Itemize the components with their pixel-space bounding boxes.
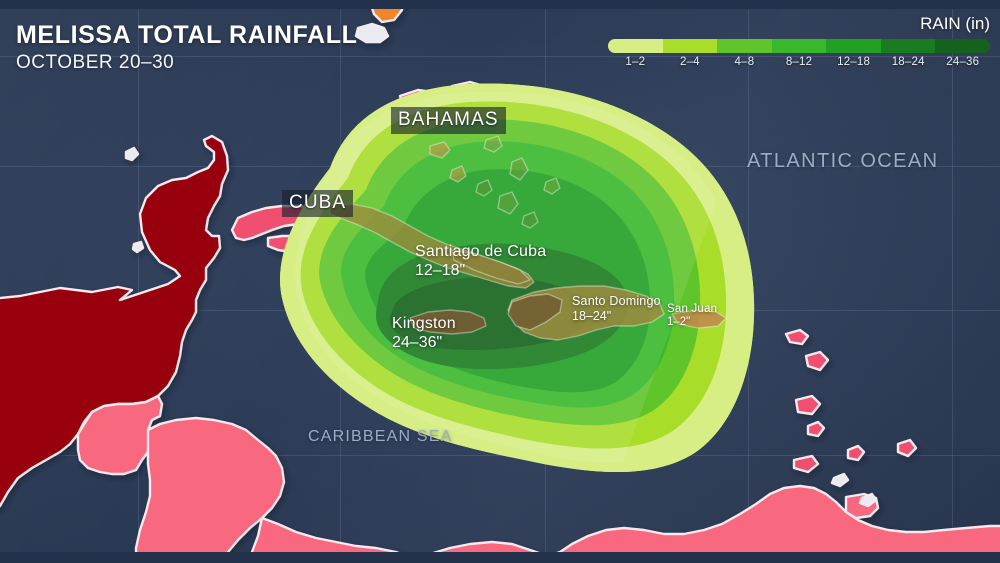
land-antilles-6 xyxy=(846,444,866,462)
land-haiti-over xyxy=(507,293,563,331)
land-antilles-9 xyxy=(858,492,878,508)
land-antilles-4 xyxy=(806,420,826,438)
title-block: MELISSA TOTAL RAINFALL OCTOBER 20–30 xyxy=(16,22,357,74)
legend-label-5: 12–18 xyxy=(837,56,871,68)
cay-plume-1 xyxy=(429,141,451,159)
legend-label-1: 1–2 xyxy=(625,56,646,68)
land-cay-2 xyxy=(131,240,145,254)
legend-swatch-3 xyxy=(717,39,772,53)
land-jamaica-over xyxy=(409,309,487,335)
map-title: MELISSA TOTAL RAINFALL xyxy=(16,21,358,49)
bottom-letterbox-strip xyxy=(0,552,1000,563)
legend-label-2: 2–4 xyxy=(679,56,700,68)
cay-plume-2 xyxy=(449,165,467,183)
legend-swatch-5 xyxy=(826,39,881,53)
land-antilles-8 xyxy=(830,472,850,488)
cay-plume-4 xyxy=(509,157,529,181)
top-letterbox-strip xyxy=(0,0,1000,9)
legend-swatch-4 xyxy=(771,39,827,53)
legend-labels: 1–2 2–4 4–8 8–12 12–18 18–24 24–36 xyxy=(608,56,990,68)
land-cay-1 xyxy=(124,146,140,162)
legend-swatch-6 xyxy=(880,39,936,53)
cay-plume-6 xyxy=(475,179,493,197)
land-cuba-east-2 xyxy=(451,249,531,285)
land-florida-keys xyxy=(354,22,390,44)
land-antilles-5 xyxy=(792,454,820,474)
land-colombia-venezuela xyxy=(416,484,1000,563)
legend-label-6: 18–24 xyxy=(891,56,925,68)
cay-plume-3 xyxy=(483,135,503,153)
land-antilles-1 xyxy=(784,328,810,346)
legend-swatch-2 xyxy=(662,39,718,53)
legend-color-bar xyxy=(608,39,990,53)
map-subtitle: OCTOBER 20–30 xyxy=(16,52,175,73)
land-puerto-rico-over xyxy=(671,309,727,329)
cay-plume-8 xyxy=(543,177,561,195)
legend-label-3: 4–8 xyxy=(734,56,755,68)
cay-plume-7 xyxy=(521,211,539,229)
land-antilles-2 xyxy=(804,350,830,372)
rain-legend: RAIN (in) 1–2 2–4 4–8 8–12 12–18 18–24 2… xyxy=(608,14,990,68)
legend-title: RAIN (in) xyxy=(920,14,990,33)
land-antilles-3 xyxy=(794,394,822,416)
land-honduras xyxy=(134,416,286,563)
legend-label-4: 8–12 xyxy=(785,56,813,68)
legend-swatch-1 xyxy=(608,39,663,53)
cay-plume-5 xyxy=(497,191,519,215)
legend-swatch-7 xyxy=(935,39,990,53)
land-antilles-7 xyxy=(896,438,918,458)
legend-label-7: 24–36 xyxy=(946,56,980,68)
